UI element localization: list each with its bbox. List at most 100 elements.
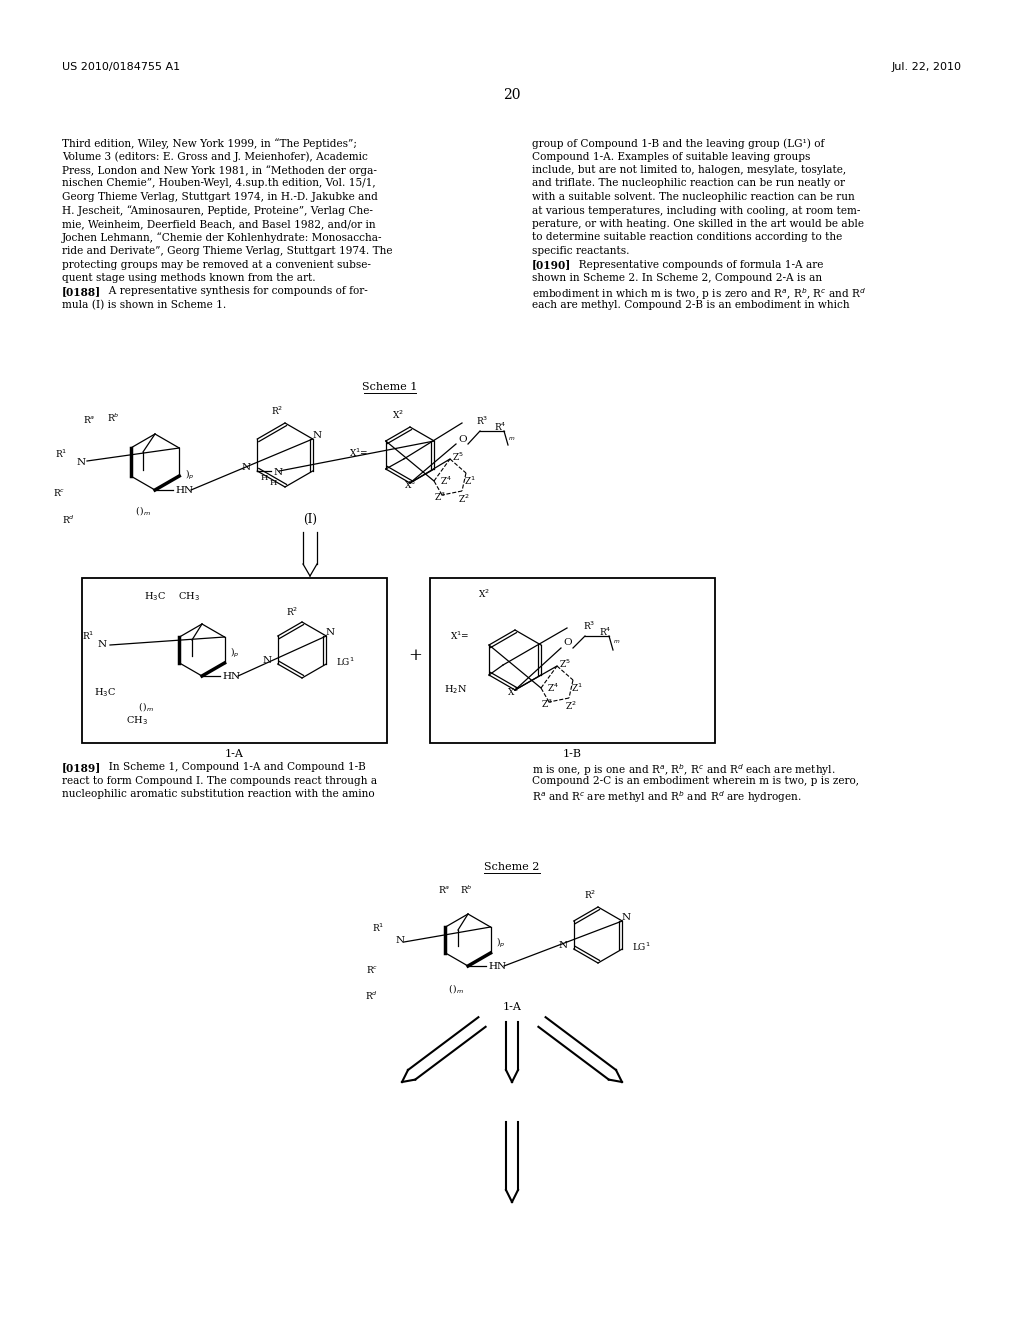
Text: CH$_3$: CH$_3$ — [178, 590, 200, 603]
Text: X$^3$: X$^3$ — [404, 479, 416, 491]
Bar — [82, 578, 387, 743]
Text: R$^a$: R$^a$ — [438, 884, 451, 895]
Text: Z$^5$: Z$^5$ — [452, 451, 464, 463]
Text: HN: HN — [175, 486, 194, 495]
Text: R$^3$: R$^3$ — [583, 620, 595, 632]
Text: CH$_3$: CH$_3$ — [126, 714, 147, 727]
Text: mula (I) is shown in Scheme 1.: mula (I) is shown in Scheme 1. — [62, 300, 226, 310]
Text: perature, or with heating. One skilled in the art would be able: perature, or with heating. One skilled i… — [532, 219, 864, 228]
Text: Georg Thieme Verlag, Stuttgart 1974, in H.-D. Jakubke and: Georg Thieme Verlag, Stuttgart 1974, in … — [62, 191, 378, 202]
Text: 1-B: 1-B — [563, 748, 582, 759]
Text: )$_p$: )$_p$ — [496, 936, 506, 950]
Text: protecting groups may be removed at a convenient subse-: protecting groups may be removed at a co… — [62, 260, 371, 269]
Text: US 2010/0184755 A1: US 2010/0184755 A1 — [62, 62, 180, 73]
Text: R$^1$: R$^1$ — [82, 630, 94, 643]
Text: Scheme 1: Scheme 1 — [362, 381, 418, 392]
Text: R$^b$: R$^b$ — [460, 884, 473, 896]
Text: ($\,$)$_m$: ($\,$)$_m$ — [135, 504, 152, 517]
Text: R$^a$ and R$^c$ are methyl and R$^b$ and R$^d$ are hydrogen.: R$^a$ and R$^c$ are methyl and R$^b$ and… — [532, 789, 802, 805]
Text: R$^a$: R$^a$ — [83, 414, 95, 425]
Text: In Scheme 1, Compound 1-A and Compound 1-B: In Scheme 1, Compound 1-A and Compound 1… — [102, 762, 366, 772]
Text: R$^b$: R$^b$ — [106, 412, 120, 425]
Text: X$^3$: X$^3$ — [507, 686, 519, 698]
Text: N: N — [396, 936, 406, 945]
Text: Z$^4$: Z$^4$ — [547, 682, 559, 694]
Text: H: H — [261, 474, 268, 482]
Text: Representative compounds of formula 1-A are: Representative compounds of formula 1-A … — [572, 260, 823, 269]
Text: X$^1$=: X$^1$= — [450, 630, 469, 643]
Text: Z$^1$: Z$^1$ — [464, 475, 476, 487]
Text: R$^2$: R$^2$ — [584, 888, 596, 902]
Text: O: O — [563, 638, 571, 647]
Text: nischen Chemie”, Houben-Weyl, 4.sup.th edition, Vol. 15/1,: nischen Chemie”, Houben-Weyl, 4.sup.th e… — [62, 178, 376, 189]
Text: Compound 1-A. Examples of suitable leaving groups: Compound 1-A. Examples of suitable leavi… — [532, 152, 810, 161]
Text: Z$^3$: Z$^3$ — [434, 491, 445, 503]
Text: N: N — [98, 640, 108, 649]
Text: Z$^3$: Z$^3$ — [541, 698, 553, 710]
Text: with a suitable solvent. The nucleophilic reaction can be run: with a suitable solvent. The nucleophili… — [532, 191, 855, 202]
Text: R$^1$: R$^1$ — [54, 447, 67, 461]
Text: H. Jescheit, “Aminosauren, Peptide, Proteine”, Verlag Che-: H. Jescheit, “Aminosauren, Peptide, Prot… — [62, 206, 373, 216]
Text: Third edition, Wiley, New York 1999, in “The Peptides”;: Third edition, Wiley, New York 1999, in … — [62, 139, 357, 149]
Text: R$^4$: R$^4$ — [599, 626, 611, 639]
Text: m is one, p is one and R$^a$, R$^b$, R$^c$ and R$^d$ each are methyl.: m is one, p is one and R$^a$, R$^b$, R$^… — [532, 762, 836, 777]
Text: X$^2$: X$^2$ — [392, 409, 403, 421]
Text: +: + — [408, 647, 422, 664]
Text: HN: HN — [488, 962, 506, 972]
Text: N: N — [273, 469, 283, 477]
Text: group of Compound 1-B and the leaving group (LG¹) of: group of Compound 1-B and the leaving gr… — [532, 139, 824, 149]
Text: H$_2$N: H$_2$N — [444, 682, 467, 696]
Text: Jochen Lehmann, “Chemie der Kohlenhydrate: Monosaccha-: Jochen Lehmann, “Chemie der Kohlenhydrat… — [62, 232, 383, 243]
Text: N: N — [313, 432, 323, 440]
Text: Z$^4$: Z$^4$ — [440, 475, 452, 487]
Text: ($\,$)$_m$: ($\,$)$_m$ — [138, 700, 155, 713]
Text: [0188]: [0188] — [62, 286, 101, 297]
Text: Press, London and New York 1981, in “Methoden der orga-: Press, London and New York 1981, in “Met… — [62, 165, 377, 176]
Text: LG$^1$: LG$^1$ — [336, 656, 354, 668]
Text: specific reactants.: specific reactants. — [532, 246, 630, 256]
Text: Jul. 22, 2010: Jul. 22, 2010 — [892, 62, 962, 73]
Text: Z$^5$: Z$^5$ — [559, 657, 570, 671]
Text: A representative synthesis for compounds of for-: A representative synthesis for compounds… — [102, 286, 368, 297]
Text: 1-A: 1-A — [503, 1002, 521, 1012]
Text: at various temperatures, including with cooling, at room tem-: at various temperatures, including with … — [532, 206, 860, 215]
Text: )$_p$: )$_p$ — [185, 469, 195, 482]
Text: embodiment in which m is two, p is zero and R$^a$, R$^b$, R$^c$ and R$^d$: embodiment in which m is two, p is zero … — [532, 286, 866, 302]
Text: to determine suitable reaction conditions according to the: to determine suitable reaction condition… — [532, 232, 843, 243]
Text: LG$^1$: LG$^1$ — [632, 941, 651, 953]
Text: nucleophilic aromatic substitution reaction with the amino: nucleophilic aromatic substitution react… — [62, 789, 375, 799]
Text: $_m$: $_m$ — [613, 638, 621, 645]
Text: each are methyl. Compound 2-B is an embodiment in which: each are methyl. Compound 2-B is an embo… — [532, 300, 850, 310]
Text: Z$^2$: Z$^2$ — [565, 700, 577, 713]
Text: R$^d$: R$^d$ — [366, 990, 378, 1002]
Text: X$^1$=: X$^1$= — [348, 447, 368, 459]
Bar — [430, 578, 715, 743]
Text: [0190]: [0190] — [532, 260, 571, 271]
Text: [0189]: [0189] — [62, 762, 101, 774]
Text: N: N — [559, 941, 568, 950]
Text: 20: 20 — [503, 88, 521, 102]
Text: and triflate. The nucleophilic reaction can be run neatly or: and triflate. The nucleophilic reaction … — [532, 178, 845, 189]
Text: N: N — [242, 463, 251, 473]
Text: shown in Scheme 2. In Scheme 2, Compound 2-A is an: shown in Scheme 2. In Scheme 2, Compound… — [532, 273, 822, 282]
Text: HN: HN — [222, 672, 240, 681]
Text: R$^2$: R$^2$ — [271, 405, 284, 417]
Text: N: N — [77, 458, 86, 467]
Text: H$_3$C: H$_3$C — [94, 686, 116, 698]
Text: R$^c$: R$^c$ — [52, 487, 65, 498]
Text: mie, Weinheim, Deerfield Beach, and Basel 1982, and/or in: mie, Weinheim, Deerfield Beach, and Base… — [62, 219, 376, 228]
Text: quent stage using methods known from the art.: quent stage using methods known from the… — [62, 273, 315, 282]
Text: ($\,$)$_m$: ($\,$)$_m$ — [449, 982, 464, 995]
Text: O: O — [458, 436, 467, 444]
Text: N: N — [622, 913, 631, 921]
Text: R$^4$: R$^4$ — [494, 421, 507, 433]
Text: ride and Derivate”, Georg Thieme Verlag, Stuttgart 1974. The: ride and Derivate”, Georg Thieme Verlag,… — [62, 246, 392, 256]
Text: H$_3$C: H$_3$C — [144, 590, 166, 603]
Text: include, but are not limited to, halogen, mesylate, tosylate,: include, but are not limited to, halogen… — [532, 165, 846, 176]
Text: $_m$: $_m$ — [508, 436, 515, 444]
Text: R$^2$: R$^2$ — [286, 606, 298, 618]
Text: N: N — [326, 628, 335, 638]
Text: R$^1$: R$^1$ — [372, 921, 384, 935]
Text: Compound 2-C is an embodiment wherein m is two, p is zero,: Compound 2-C is an embodiment wherein m … — [532, 776, 859, 785]
Text: R$^d$: R$^d$ — [62, 513, 75, 527]
